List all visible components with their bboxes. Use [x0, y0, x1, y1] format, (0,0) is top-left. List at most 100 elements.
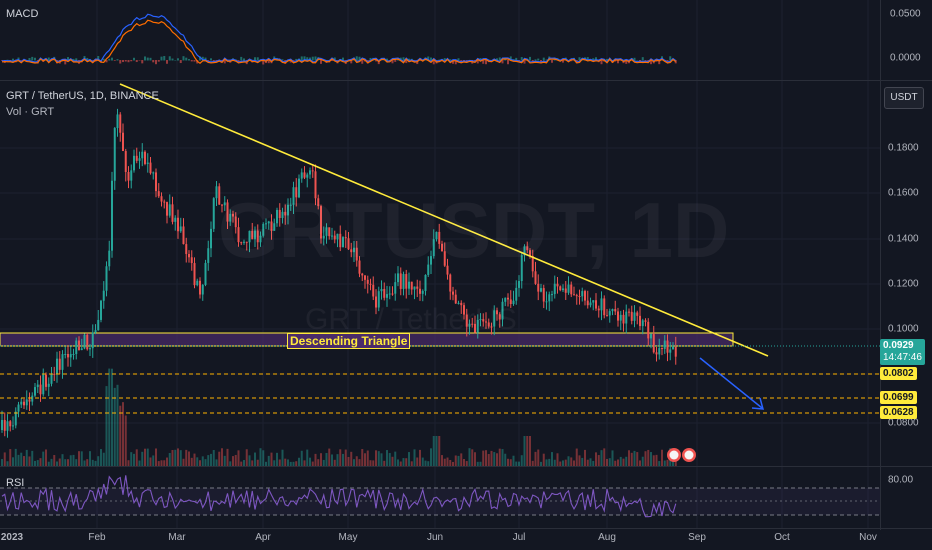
- macd-histogram-bar: [430, 57, 432, 61]
- candle-body: [311, 170, 314, 172]
- volume-bar: [254, 452, 256, 466]
- volume-title[interactable]: Vol · GRT: [6, 106, 55, 118]
- level-tag-0699[interactable]: 0.0699: [880, 391, 917, 404]
- volume-bar: [622, 458, 625, 466]
- macd-histogram-bar: [168, 56, 171, 61]
- candle-body: [386, 294, 388, 298]
- macd-title[interactable]: MACD: [6, 8, 39, 20]
- candle-body: [430, 256, 432, 265]
- macd-histogram-bar: [281, 59, 284, 61]
- candle-body: [377, 291, 380, 308]
- forecast-arrow[interactable]: [699, 357, 765, 410]
- volume-bar: [270, 452, 273, 466]
- volume-bar: [463, 459, 465, 466]
- candle-body: [97, 319, 100, 331]
- macd-histogram-bar: [408, 58, 410, 61]
- volume-bar: [562, 460, 564, 466]
- candle-body: [661, 348, 663, 350]
- candle-body: [355, 247, 358, 261]
- candle-body: [674, 346, 677, 357]
- volume-bar: [663, 460, 666, 466]
- candle-body: [666, 340, 669, 353]
- macd-histogram-bar: [674, 60, 677, 64]
- symbol-title[interactable]: GRT / TetherUS, 1D, BINANCE: [6, 90, 159, 102]
- volume-bar: [23, 456, 25, 466]
- volume-bar: [559, 461, 562, 466]
- volume-bar: [551, 452, 553, 466]
- candle-body: [427, 264, 430, 275]
- volume-bar: [531, 460, 534, 466]
- candle-body: [529, 250, 531, 257]
- volume-bar: [273, 460, 276, 466]
- candle-body: [372, 284, 375, 297]
- volume-bar: [548, 458, 551, 466]
- volume-bar: [317, 459, 320, 466]
- volume-bar: [534, 451, 537, 466]
- macd-histogram-bar: [331, 60, 333, 61]
- volume-bar: [188, 451, 190, 466]
- candle-body: [248, 230, 251, 243]
- candle-body: [597, 308, 600, 311]
- candle-body: [229, 213, 232, 222]
- macd-histogram-bar: [570, 60, 573, 62]
- macd-histogram-bar: [20, 60, 23, 61]
- macd-histogram-bar: [177, 58, 179, 61]
- candle-body: [608, 311, 611, 316]
- candle-body: [581, 291, 584, 297]
- candle-body: [485, 321, 487, 323]
- rsi-line: [1, 475, 677, 518]
- candle-body: [636, 312, 639, 316]
- volume-bar: [185, 449, 188, 466]
- price-axis-label: 0.1000: [888, 323, 919, 335]
- volume-bar: [331, 454, 333, 466]
- candle-body: [67, 353, 69, 358]
- volume-bar: [80, 451, 83, 466]
- volume-bar: [636, 452, 639, 466]
- volume-bar: [361, 449, 364, 466]
- volume-bar: [397, 459, 399, 466]
- volume-bar: [234, 454, 237, 466]
- candle-body: [380, 288, 383, 292]
- volume-bar: [287, 459, 289, 466]
- last-price-tag[interactable]: 0.0929 14:47:46: [880, 339, 925, 365]
- volume-bar: [215, 459, 218, 466]
- pane-separator[interactable]: [0, 80, 932, 81]
- descending-trendline[interactable]: [119, 83, 769, 357]
- candle-body: [641, 320, 644, 327]
- macd-histogram-bar: [342, 57, 344, 61]
- volume-bar: [474, 452, 476, 466]
- volume-bar: [520, 455, 523, 466]
- macd-histogram-bar: [562, 60, 564, 63]
- macd-histogram-bar: [149, 57, 152, 61]
- candle-body: [496, 310, 498, 315]
- candle-body: [578, 295, 581, 297]
- price-axis-label: 0.0800: [888, 417, 919, 429]
- time-axis-label: Nov: [859, 532, 877, 543]
- candle-body: [185, 244, 188, 254]
- volume-bar: [432, 436, 435, 466]
- rsi-title[interactable]: RSI: [6, 477, 25, 489]
- volume-bar: [1, 459, 3, 466]
- volume-bar: [344, 449, 347, 466]
- candle-body: [614, 309, 617, 312]
- candle-body: [342, 237, 344, 248]
- candle-body: [545, 301, 548, 303]
- currency-button[interactable]: USDT: [884, 87, 924, 109]
- pattern-label[interactable]: Descending Triangle: [287, 333, 411, 349]
- candle-body: [388, 293, 391, 295]
- candle-body: [72, 353, 75, 355]
- volume-bar: [540, 461, 542, 466]
- candle-body: [463, 305, 465, 315]
- candle-body: [551, 294, 553, 296]
- level-tag-0628[interactable]: 0.0628: [880, 406, 917, 419]
- candle-body: [375, 296, 377, 308]
- candle-body: [487, 322, 490, 327]
- pane-separator[interactable]: [0, 466, 932, 467]
- volume-bar: [113, 387, 116, 466]
- earnings-icons[interactable]: [667, 448, 696, 462]
- macd-histogram-bar: [124, 60, 127, 62]
- volume-bar: [650, 452, 652, 466]
- candle-body: [317, 198, 320, 207]
- macd-histogram-bar: [157, 60, 160, 62]
- level-tag-0802[interactable]: 0.0802: [880, 367, 917, 380]
